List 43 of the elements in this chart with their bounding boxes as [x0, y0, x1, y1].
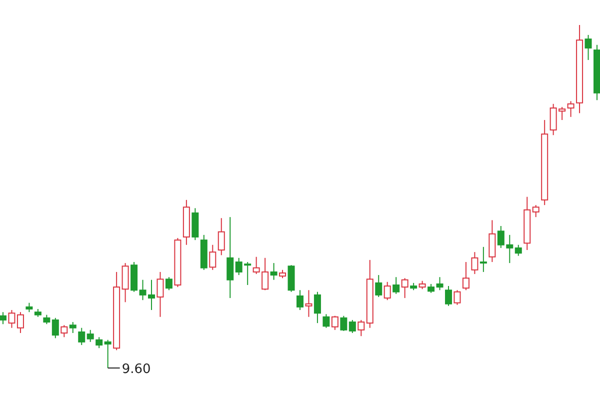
candlestick [462, 262, 470, 291]
candlestick [331, 315, 338, 330]
candlestick [314, 291, 321, 324]
candlestick [384, 281, 391, 301]
candlestick [488, 220, 496, 263]
candlestick [454, 290, 461, 306]
candlestick [532, 204, 540, 218]
candlestick [322, 314, 330, 328]
candlestick [78, 327, 86, 346]
candlestick [401, 278, 408, 299]
candlestick [445, 286, 452, 306]
candlestick [375, 274, 382, 298]
candlestick [270, 262, 278, 280]
candlestick [514, 244, 522, 256]
candlestick [122, 262, 129, 303]
candlestick [305, 290, 312, 318]
candlestick [567, 100, 574, 118]
candlestick [52, 317, 59, 339]
candlestick [156, 271, 164, 318]
candlestick [209, 244, 216, 270]
candlestick [296, 290, 304, 311]
candlestick [0, 312, 6, 325]
annotation: 9.60 [122, 362, 151, 377]
candlestick [165, 276, 172, 291]
candlestick [584, 34, 592, 60]
candlestick [480, 246, 487, 272]
candlestick [436, 276, 444, 291]
candlestick [348, 319, 356, 334]
candlestick [96, 336, 103, 349]
candlestick [392, 276, 400, 294]
candlestick [226, 216, 234, 299]
candlestick [471, 252, 478, 275]
candlestick [218, 218, 225, 256]
candlestick [104, 339, 112, 368]
candlestick [358, 319, 365, 337]
candlestick [26, 302, 33, 313]
candlestick [69, 322, 76, 334]
candlestick [43, 314, 50, 325]
candlestick [86, 329, 94, 342]
candlestick [340, 315, 348, 332]
candlestick [60, 324, 68, 338]
candlestick [8, 310, 16, 328]
candlestick [16, 312, 24, 334]
